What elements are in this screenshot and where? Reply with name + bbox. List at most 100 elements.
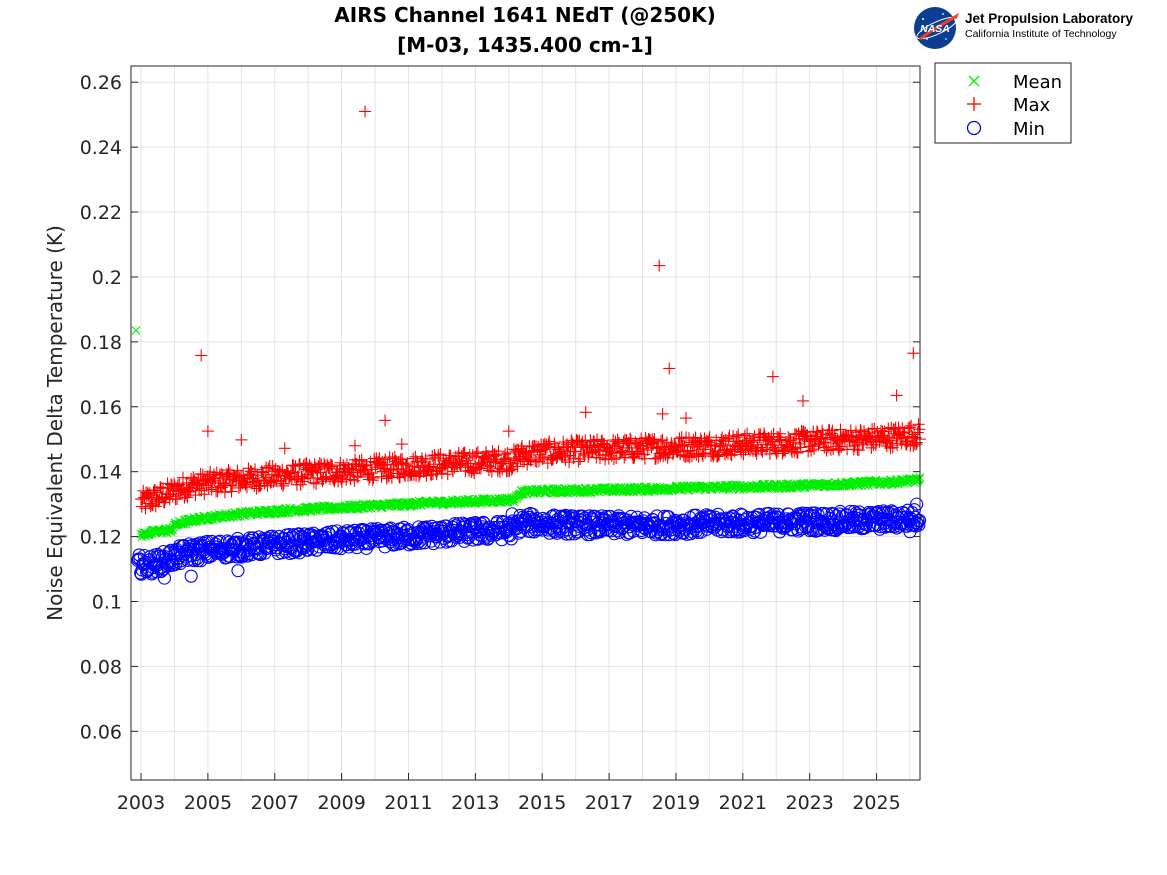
max-marker: [225, 485, 238, 498]
min-marker-outlier: [910, 497, 924, 511]
max-marker: [627, 451, 640, 464]
max-marker: [352, 471, 365, 484]
max-marker: [793, 432, 806, 445]
max-marker: [468, 467, 481, 480]
min-marker-outlier: [903, 525, 917, 539]
x-tick-label: 2019: [652, 792, 700, 814]
min-marker: [726, 509, 740, 523]
max-marker: [218, 486, 231, 499]
max-marker: [432, 449, 445, 462]
max-marker: [732, 428, 745, 441]
min-marker: [692, 519, 706, 533]
max-marker: [806, 440, 819, 453]
max-marker: [501, 446, 514, 459]
y-tick-label: 0.18: [80, 332, 122, 354]
max-marker: [730, 431, 743, 444]
max-marker-outlier: [663, 362, 676, 375]
max-marker: [556, 451, 569, 464]
max-marker: [198, 488, 211, 501]
max-marker: [266, 459, 279, 472]
max-marker: [444, 449, 457, 462]
min-marker: [873, 520, 888, 534]
max-marker: [744, 436, 757, 449]
min-marker: [634, 517, 648, 531]
legend-min-marker: [966, 120, 982, 136]
max-marker: [690, 448, 703, 461]
max-marker: [296, 475, 309, 488]
max-marker: [419, 453, 432, 466]
max-marker: [426, 449, 439, 462]
max-marker: [834, 423, 847, 436]
max-marker-outlier: [278, 442, 291, 455]
min-marker: [908, 510, 922, 524]
y-tick-label: 0.14: [80, 462, 122, 484]
axis-ticks: 0.06 0.08 0.1 0.12 0.14 0.16 0.18 0.2 0.22 0.24 0.…: [80, 72, 920, 814]
max-marker: [782, 431, 795, 444]
x-tick-label: 2009: [317, 792, 365, 814]
max-marker-outlier: [201, 425, 214, 438]
max-marker: [460, 452, 473, 465]
max-marker: [154, 481, 167, 494]
plot-grid: [131, 66, 920, 780]
min-marker-outlier: [157, 571, 171, 585]
max-marker: [365, 467, 378, 480]
max-marker: [511, 460, 524, 473]
jpl-logo-subtitle: California Institute of Technology: [965, 28, 1117, 40]
max-marker: [835, 440, 848, 453]
max-marker: [905, 419, 918, 432]
max-marker: [791, 446, 804, 459]
max-marker: [868, 422, 881, 435]
max-marker: [497, 455, 510, 468]
max-marker: [503, 464, 516, 477]
max-marker: [295, 470, 308, 483]
max-marker: [380, 472, 393, 485]
max-marker: [242, 462, 255, 475]
max-marker: [505, 463, 518, 476]
max-marker: [400, 459, 413, 472]
max-marker: [769, 444, 782, 457]
max-marker: [913, 423, 926, 436]
max-marker: [277, 477, 290, 490]
min-marker: [795, 522, 809, 536]
max-marker: [422, 461, 435, 474]
max-marker: [737, 448, 750, 461]
max-marker-outlier: [679, 412, 692, 425]
max-marker-outlier: [653, 259, 666, 272]
legend-mean-marker: [968, 75, 980, 87]
min-marker: [589, 526, 603, 540]
min-marker: [289, 529, 303, 543]
max-marker-outlier: [502, 425, 515, 438]
y-tick-label: 0.06: [80, 721, 122, 743]
series-mean-markers: [131, 326, 925, 542]
min-marker-outlier: [505, 507, 519, 521]
max-marker: [366, 474, 379, 487]
max-marker: [326, 460, 339, 473]
max-marker: [458, 446, 471, 459]
max-marker: [367, 471, 380, 484]
max-marker: [323, 461, 336, 474]
max-marker: [194, 467, 207, 480]
x-tick-label: 2015: [518, 792, 566, 814]
x-tick-label: 2023: [785, 792, 833, 814]
max-marker: [794, 441, 807, 454]
x-tick-label: 2013: [451, 792, 499, 814]
x-tick-label: 2005: [184, 792, 232, 814]
max-marker: [711, 450, 724, 463]
max-marker: [812, 438, 825, 451]
max-marker-outlier: [796, 394, 809, 407]
max-marker: [252, 480, 265, 493]
x-tick-label: 2011: [384, 792, 432, 814]
max-marker: [522, 451, 535, 464]
x-tick-label: 2017: [585, 792, 633, 814]
max-marker: [276, 479, 289, 492]
max-marker: [810, 425, 823, 438]
min-marker-outlier: [231, 564, 245, 578]
max-marker: [171, 492, 184, 505]
max-marker-outlier: [235, 433, 248, 446]
max-marker: [489, 456, 502, 469]
y-tick-label: 0.08: [80, 656, 122, 678]
legend-max-marker: [967, 97, 981, 111]
max-marker: [766, 435, 779, 448]
